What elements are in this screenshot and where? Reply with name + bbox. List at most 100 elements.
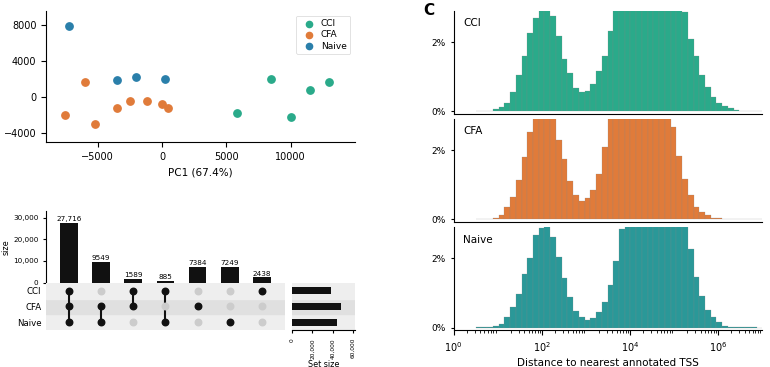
Bar — [631, 153, 636, 327]
Bar — [493, 109, 499, 111]
Bar — [292, 298, 355, 315]
Bar — [699, 212, 705, 219]
Bar — [499, 215, 504, 219]
Bar — [602, 302, 608, 327]
Bar — [734, 110, 739, 111]
Bar — [619, 43, 624, 219]
Bar — [711, 317, 716, 327]
Text: 7249: 7249 — [220, 260, 239, 266]
Bar — [654, 0, 659, 111]
Bar — [636, 0, 642, 219]
Bar — [527, 132, 533, 219]
Point — [223, 304, 236, 309]
Bar — [608, 286, 613, 327]
Bar — [189, 266, 206, 283]
Bar — [613, 79, 619, 219]
Bar — [556, 257, 561, 327]
Bar — [533, 112, 539, 219]
Bar — [688, 250, 694, 327]
Bar — [654, 12, 659, 219]
Bar — [46, 315, 285, 330]
Bar — [561, 160, 567, 219]
Bar — [556, 36, 561, 111]
Bar — [46, 283, 285, 298]
Bar — [591, 190, 596, 219]
Bar — [561, 278, 567, 327]
CFA — [140, 98, 152, 104]
Point — [95, 319, 107, 325]
Bar — [551, 110, 556, 219]
Bar — [573, 88, 579, 111]
Bar — [631, 0, 636, 111]
Bar — [60, 222, 78, 283]
Bar — [573, 311, 579, 327]
Bar — [292, 283, 355, 298]
Bar — [156, 281, 174, 283]
CCI — [265, 76, 277, 82]
Bar — [613, 261, 619, 327]
Bar — [533, 18, 539, 111]
Bar — [636, 110, 642, 327]
Bar — [716, 322, 722, 327]
Text: CFA: CFA — [463, 126, 482, 137]
Bar — [631, 0, 636, 219]
Bar — [694, 56, 699, 111]
Naive — [159, 76, 171, 82]
Bar — [682, 12, 688, 111]
Bar — [544, 225, 551, 327]
Bar — [92, 262, 110, 283]
Bar — [539, 101, 544, 219]
Bar — [676, 0, 682, 111]
Bar — [579, 92, 584, 111]
Bar — [292, 315, 355, 330]
Text: 885: 885 — [159, 274, 172, 280]
Bar — [221, 267, 239, 283]
Bar — [728, 108, 734, 111]
Bar — [705, 87, 711, 111]
Bar — [705, 310, 711, 327]
Bar — [292, 319, 336, 326]
Bar — [624, 188, 631, 327]
Legend: CCI, CFA, Naive: CCI, CFA, Naive — [296, 15, 350, 54]
Bar — [659, 0, 665, 111]
Bar — [504, 102, 510, 111]
Bar — [659, 46, 665, 219]
Text: C: C — [423, 3, 434, 18]
Bar — [739, 110, 745, 111]
CFA — [162, 105, 175, 111]
Bar — [596, 71, 602, 111]
Bar — [699, 75, 705, 111]
CCI — [323, 80, 335, 86]
Bar — [671, 135, 676, 327]
Bar — [579, 317, 584, 327]
Bar — [499, 108, 504, 111]
Bar — [292, 287, 330, 294]
Bar — [654, 66, 659, 327]
Bar — [551, 237, 556, 327]
Bar — [516, 75, 521, 111]
X-axis label: PC1 (67.4%): PC1 (67.4%) — [168, 167, 233, 178]
Bar — [527, 258, 533, 327]
Bar — [499, 324, 504, 327]
CFA — [111, 105, 123, 111]
CFA — [124, 98, 136, 104]
Bar — [516, 294, 521, 327]
Bar — [567, 297, 573, 327]
Bar — [544, 4, 551, 111]
Bar — [613, 7, 619, 111]
Bar — [648, 64, 654, 327]
Bar — [716, 103, 722, 111]
Text: CCI: CCI — [463, 18, 480, 28]
Bar — [504, 317, 510, 327]
Bar — [591, 84, 596, 111]
CFA — [79, 80, 91, 86]
Bar — [46, 298, 285, 315]
Point — [223, 288, 236, 294]
Text: 9549: 9549 — [92, 255, 110, 261]
Point — [62, 304, 75, 309]
Bar — [516, 180, 521, 219]
Bar — [584, 320, 591, 327]
Naive — [130, 74, 142, 80]
Bar — [722, 106, 728, 111]
Bar — [539, 228, 544, 327]
